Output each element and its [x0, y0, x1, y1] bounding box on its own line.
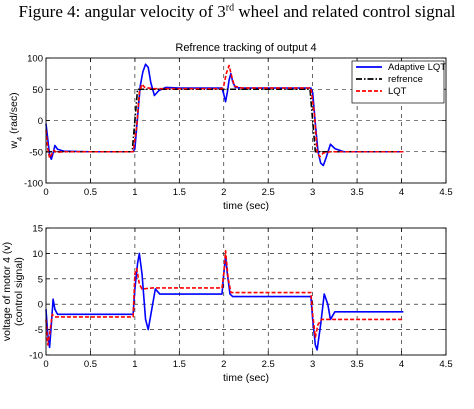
y-axis-label-unit: (rad/sec) [8, 92, 20, 136]
series-lqt-line [45, 64, 404, 159]
y-axis-label-subscript: 4 [15, 137, 24, 141]
x-tick-label: 1.5 [173, 359, 186, 370]
legend-label-adaptive-lqt: Adaptive LQT [388, 62, 446, 73]
y-tick-label: 100 [27, 54, 43, 65]
x-tick-label: 3 [310, 187, 315, 198]
x-tick-label: 3 [310, 359, 315, 370]
x-tick-label: 3.5 [351, 359, 364, 370]
y-tick-label: -100 [24, 179, 43, 190]
y-tick-label: 0 [38, 116, 43, 127]
x-tick-label: 1 [132, 187, 137, 198]
x-tick-label: 4.5 [439, 187, 452, 198]
series-lqt-line [45, 250, 404, 346]
y-tick-label: 10 [32, 249, 43, 260]
x-axis-label: time (sec) [223, 372, 269, 384]
legend-label-refrence: refrence [388, 74, 423, 85]
x-tick-label: 0 [43, 187, 48, 198]
y-tick-label: 0 [38, 300, 43, 311]
y-tick-label: -10 [29, 351, 43, 362]
x-tick-label: 2 [221, 187, 226, 198]
axes-frame [45, 227, 447, 356]
x-tick-label: 4 [399, 187, 404, 198]
y-axis-label-main: w [8, 141, 20, 150]
y-tick-label: -5 [35, 325, 43, 336]
x-axis-label: time (sec) [223, 200, 269, 212]
x-tick-label: 0 [43, 359, 48, 370]
legend-label-lqt: LQT [388, 86, 407, 97]
x-tick-label: 0.5 [84, 187, 97, 198]
y-axis-label: voltage of motor 4 (v) [1, 242, 13, 341]
legend-box [351, 60, 445, 104]
control-signal-plot: 0 0.5 1 1.5 2 2.5 3 3.5 4 4.5 -10 -5 0 5 10 15 time (sec… [1, 224, 453, 385]
y-axis-label: w4 (rad/sec) [8, 92, 24, 149]
caption-tail: wheel and related control signal [234, 2, 456, 21]
plot-area [46, 228, 446, 355]
y-tick-label: 50 [32, 85, 43, 96]
caption-main: Figure 4: angular velocity of 3 [18, 2, 226, 21]
x-tick-label: 2 [221, 359, 226, 370]
angular-velocity-plot: 0 0.5 1 1.5 2 2.5 3 3.5 4 4.5 -100 -50 0 50 100 Refrenc… [8, 42, 453, 212]
y-tick-label: -50 [29, 147, 43, 158]
x-tick-label: 1.5 [173, 187, 186, 198]
y-tick-label: 5 [38, 274, 43, 285]
x-tick-label: 0.5 [84, 359, 97, 370]
axes-frame [45, 57, 447, 184]
x-tick-label: 4.5 [439, 359, 452, 370]
x-tick-label: 3.5 [351, 187, 364, 198]
y-tick-label: 15 [32, 224, 43, 235]
figure-caption: Figure 4: angular velocity of 3rd wheel … [0, 2, 474, 22]
y-axis-label-secondary: (control signal) [13, 257, 25, 326]
x-tick-label: 2.5 [262, 359, 275, 370]
x-tick-label: 1 [132, 359, 137, 370]
x-tick-label: 2.5 [262, 187, 275, 198]
caption-sup: rd [225, 2, 235, 14]
plot-title: Refrence tracking of output 4 [175, 42, 316, 54]
series-refrence-line [46, 88, 404, 153]
x-tick-label: 4 [399, 359, 404, 370]
